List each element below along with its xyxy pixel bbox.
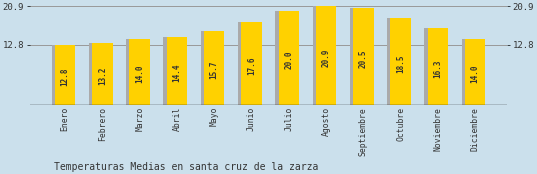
Bar xyxy=(126,39,143,105)
Text: 14.0: 14.0 xyxy=(471,64,480,83)
Bar xyxy=(316,6,336,105)
Text: 15.7: 15.7 xyxy=(210,60,219,79)
Bar xyxy=(465,39,485,105)
Text: 20.9: 20.9 xyxy=(322,49,331,67)
Bar xyxy=(275,11,293,105)
Bar xyxy=(279,11,299,105)
Bar xyxy=(462,39,479,105)
Text: 20.0: 20.0 xyxy=(284,51,293,69)
Text: 17.6: 17.6 xyxy=(247,56,256,75)
Bar xyxy=(424,28,442,105)
Bar xyxy=(350,8,367,105)
Bar xyxy=(387,18,404,105)
Text: 12.8: 12.8 xyxy=(61,67,70,86)
Bar xyxy=(163,37,181,105)
Bar xyxy=(353,8,374,105)
Bar xyxy=(390,18,411,105)
Bar xyxy=(238,22,256,105)
Text: Temperaturas Medias en santa cruz de la zarza: Temperaturas Medias en santa cruz de la … xyxy=(54,162,318,172)
Bar xyxy=(201,31,218,105)
Bar xyxy=(89,43,106,105)
Bar xyxy=(166,37,187,105)
Bar xyxy=(129,39,150,105)
Text: 18.5: 18.5 xyxy=(396,54,405,73)
Bar xyxy=(427,28,448,105)
Bar xyxy=(204,31,224,105)
Text: 14.4: 14.4 xyxy=(172,63,182,82)
Text: 13.2: 13.2 xyxy=(98,66,107,85)
Bar xyxy=(241,22,262,105)
Text: 16.3: 16.3 xyxy=(433,59,442,78)
Bar xyxy=(92,43,113,105)
Bar xyxy=(52,45,69,105)
Text: 14.0: 14.0 xyxy=(135,64,144,83)
Text: 20.5: 20.5 xyxy=(359,49,368,68)
Bar xyxy=(55,45,75,105)
Bar xyxy=(313,6,330,105)
